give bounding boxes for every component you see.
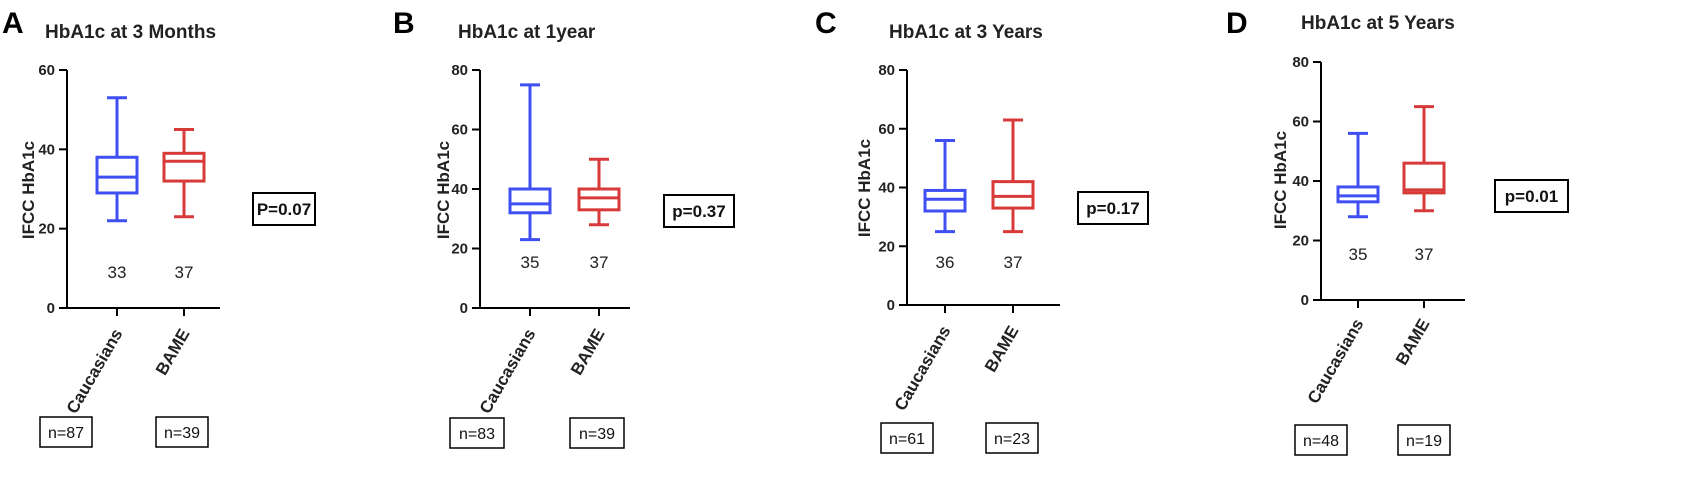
panel-letter: C xyxy=(815,7,837,40)
n-count-box xyxy=(39,416,93,448)
n-count-label: n=87 xyxy=(48,425,84,442)
y-tick-label: 60 xyxy=(878,121,895,138)
y-tick-label: 0 xyxy=(47,300,55,317)
category-label: BAME xyxy=(152,326,193,379)
n-count-label: n=39 xyxy=(164,425,200,442)
panel-a: A HbA1c at 3 Months IFCC HbA1c 0 20 40 60 33 Cau… xyxy=(2,7,316,448)
median-label: 37 xyxy=(1415,245,1434,264)
y-tick-label: 40 xyxy=(38,141,55,158)
panel-d: D HbA1c at 5 Years IFCC HbA1c 0 20 40 60 80 35 Ca… xyxy=(1226,7,1569,456)
y-tick-label: 20 xyxy=(38,221,55,238)
n-count-label: n=83 xyxy=(459,426,495,443)
category-label: BAME xyxy=(1392,316,1433,369)
category-label: BAME xyxy=(567,326,608,379)
y-tick-label: 40 xyxy=(1292,173,1309,190)
median-label: 33 xyxy=(108,263,127,282)
y-tick-label: 60 xyxy=(451,122,468,139)
p-value-label: p=0.17 xyxy=(1086,199,1139,218)
n-count-box xyxy=(1294,424,1348,456)
n-count-box xyxy=(569,417,625,449)
p-value-box xyxy=(1077,191,1149,225)
iqr-box xyxy=(162,151,206,183)
p-value-label: p=0.01 xyxy=(1505,187,1558,206)
y-tick-label: 80 xyxy=(1292,54,1309,71)
panel-title: HbA1c at 5 Years xyxy=(1301,13,1455,34)
y-tick-label: 20 xyxy=(878,238,895,255)
n-count-label: n=19 xyxy=(1406,433,1442,450)
panel-title: HbA1c at 1year xyxy=(458,22,596,43)
panel-b: B HbA1c at 1year IFCC HbA1c 0 20 40 60 80 35 Cauc… xyxy=(393,7,735,449)
p-value-box xyxy=(663,194,735,228)
p-value-label: P=0.07 xyxy=(257,200,311,219)
y-tick-label: 80 xyxy=(451,62,468,79)
y-axis-label: IFCC HbA1c xyxy=(1271,131,1290,229)
n-count-label: n=23 xyxy=(994,431,1030,448)
panel-title: HbA1c at 3 Months xyxy=(45,22,216,43)
y-axis-label: IFCC HbA1c xyxy=(434,141,453,239)
n-count-box xyxy=(449,417,505,449)
y-tick-label: 60 xyxy=(1292,114,1309,131)
n-count-label: n=39 xyxy=(579,426,615,443)
y-tick-label: 0 xyxy=(460,300,468,317)
y-axis-label: IFCC HbA1c xyxy=(19,141,38,239)
category-label: Caucasians xyxy=(891,323,955,414)
y-tick-label: 0 xyxy=(1301,292,1309,309)
panel-letter: B xyxy=(393,7,415,40)
y-tick-label: 40 xyxy=(878,180,895,197)
n-count-box xyxy=(880,422,934,454)
y-tick-label: 20 xyxy=(451,241,468,258)
category-label: Caucasians xyxy=(1304,316,1368,407)
y-tick-label: 80 xyxy=(878,62,895,79)
median-label: 37 xyxy=(175,263,194,282)
panel-title: HbA1c at 3 Years xyxy=(889,22,1043,43)
median-label: 37 xyxy=(590,253,609,272)
y-axis-label: IFCC HbA1c xyxy=(855,139,874,237)
category-label: Caucasians xyxy=(63,326,127,417)
panel-letter: A xyxy=(2,7,24,40)
category-label: BAME xyxy=(981,323,1022,376)
y-tick-label: 20 xyxy=(1292,233,1309,250)
p-value-box xyxy=(252,192,316,226)
n-count-label: n=61 xyxy=(889,431,925,448)
y-tick-label: 60 xyxy=(38,62,55,79)
median-label: 35 xyxy=(521,253,540,272)
panel-letter: D xyxy=(1226,7,1248,40)
n-count-label: n=48 xyxy=(1303,433,1339,450)
iqr-box xyxy=(95,155,139,195)
category-label: Caucasians xyxy=(476,326,540,417)
p-value-label: p=0.37 xyxy=(672,202,725,221)
median-label: 35 xyxy=(1349,245,1368,264)
n-count-box xyxy=(1397,424,1451,456)
n-count-box xyxy=(155,416,209,448)
panel-c: C HbA1c at 3 Years IFCC HbA1c 0 20 40 60 80 36 Ca… xyxy=(815,7,1149,454)
median-label: 36 xyxy=(936,253,955,272)
iqr-box xyxy=(508,187,552,215)
iqr-box xyxy=(1402,161,1446,195)
p-value-box xyxy=(1494,179,1569,213)
y-tick-label: 0 xyxy=(887,297,895,314)
n-count-box xyxy=(985,422,1039,454)
y-tick-label: 40 xyxy=(451,181,468,198)
median-label: 37 xyxy=(1004,253,1023,272)
